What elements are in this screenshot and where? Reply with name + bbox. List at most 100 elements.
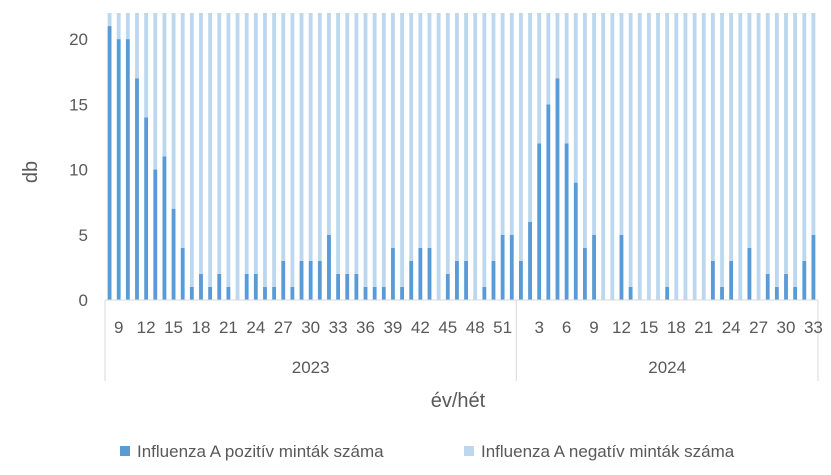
bar-positive (619, 234, 624, 300)
bar-positive (144, 117, 149, 300)
x-tick-label: 9 (114, 318, 123, 337)
bar-positive (281, 260, 286, 300)
x-tick-label: 39 (383, 318, 402, 337)
bar-negative (299, 13, 304, 261)
bar-positive (500, 234, 505, 300)
bar-positive (409, 260, 414, 300)
bar-positive (628, 286, 633, 300)
x-tick-label: 42 (411, 318, 430, 337)
bar-negative (116, 13, 121, 40)
bar-negative (784, 13, 788, 274)
bar-positive (729, 260, 734, 300)
bar-negative (226, 13, 231, 287)
bar-negative (564, 13, 569, 144)
bar-negative (199, 13, 203, 274)
bar-positive (199, 273, 203, 300)
x-tick-label: 27 (749, 318, 768, 337)
bar-negative (802, 13, 807, 261)
x-tick-label: 30 (301, 318, 320, 337)
bar-negative (747, 13, 752, 248)
bar-positive (747, 247, 752, 300)
x-tick-label: 33 (804, 318, 823, 337)
bar-negative (729, 13, 734, 261)
bar-positive (354, 273, 359, 300)
bar-negative (619, 13, 624, 235)
bar-negative (427, 13, 432, 248)
bar-positive (317, 260, 322, 300)
bar-negative (418, 13, 423, 248)
bar-positive (811, 234, 816, 300)
bar-positive (665, 286, 670, 300)
bar-positive (107, 26, 112, 301)
x-tick-label: 45 (438, 318, 457, 337)
bar-negative (372, 13, 377, 287)
x-tick-label: 21 (694, 318, 713, 337)
bar-negative (573, 13, 578, 183)
bar-positive (774, 286, 779, 300)
bar-negative (811, 13, 816, 235)
bar-negative (263, 13, 267, 287)
bar-positive (464, 260, 468, 300)
bar-negative (327, 13, 331, 235)
bar-positive (153, 169, 158, 300)
bar-negative (720, 13, 724, 287)
bar-positive (491, 260, 496, 300)
bar-negative (135, 13, 139, 79)
bar-positive (372, 286, 377, 300)
bar-negative (400, 13, 404, 287)
bar-negative (180, 13, 185, 248)
bar-positive (391, 247, 395, 300)
bar-positive (509, 234, 514, 300)
bar-positive (327, 234, 331, 300)
bars (107, 13, 816, 301)
x-tick-label: 30 (777, 318, 796, 337)
bar-negative (482, 13, 487, 287)
bar-positive (793, 286, 798, 300)
legend-label-negative: Influenza A negatív minták száma (481, 442, 735, 461)
bar-negative (637, 13, 642, 300)
x-tick-label: 24 (246, 318, 265, 337)
bar-negative (162, 13, 167, 157)
bar-negative (354, 13, 359, 274)
bar-positive (564, 143, 569, 300)
x-tick-label: 6 (562, 318, 571, 337)
bar-positive (582, 247, 587, 300)
bar-positive (308, 260, 313, 300)
bar-negative (445, 13, 450, 274)
x-tick-label: 21 (219, 318, 238, 337)
bar-negative (692, 13, 697, 300)
bar-negative (500, 13, 505, 235)
bar-negative (665, 13, 670, 287)
bar-positive (418, 247, 423, 300)
bar-positive (710, 260, 715, 300)
bar-negative (738, 13, 743, 300)
x-tick-label: 33 (329, 318, 348, 337)
bar-positive (244, 273, 249, 300)
bar-positive (299, 260, 304, 300)
bar-negative (774, 13, 779, 287)
bar-positive (519, 260, 523, 300)
bar-negative (592, 13, 596, 235)
bar-positive (765, 273, 770, 300)
bar-negative (153, 13, 158, 170)
bar-negative (674, 13, 679, 300)
x-tick-label: 18 (192, 318, 211, 337)
bar-negative (308, 13, 313, 261)
bar-positive (171, 208, 176, 300)
x-axis-title: év/hét (431, 390, 486, 412)
bar-negative (491, 13, 496, 261)
bar-positive (162, 156, 167, 300)
x-year-label: 2023 (292, 358, 330, 377)
bar-negative (765, 13, 770, 274)
bar-negative (464, 13, 468, 261)
bar-positive (263, 286, 267, 300)
bar-negative (391, 13, 395, 248)
x-tick-label: 51 (493, 318, 512, 337)
bar-positive (455, 260, 459, 300)
bar-negative (756, 13, 761, 300)
bar-negative (107, 13, 112, 27)
y-axis: 0 5 10 15 20 (69, 30, 88, 310)
bar-negative (253, 13, 258, 274)
x-tick-label: 12 (137, 318, 156, 337)
bar-positive (573, 182, 578, 300)
